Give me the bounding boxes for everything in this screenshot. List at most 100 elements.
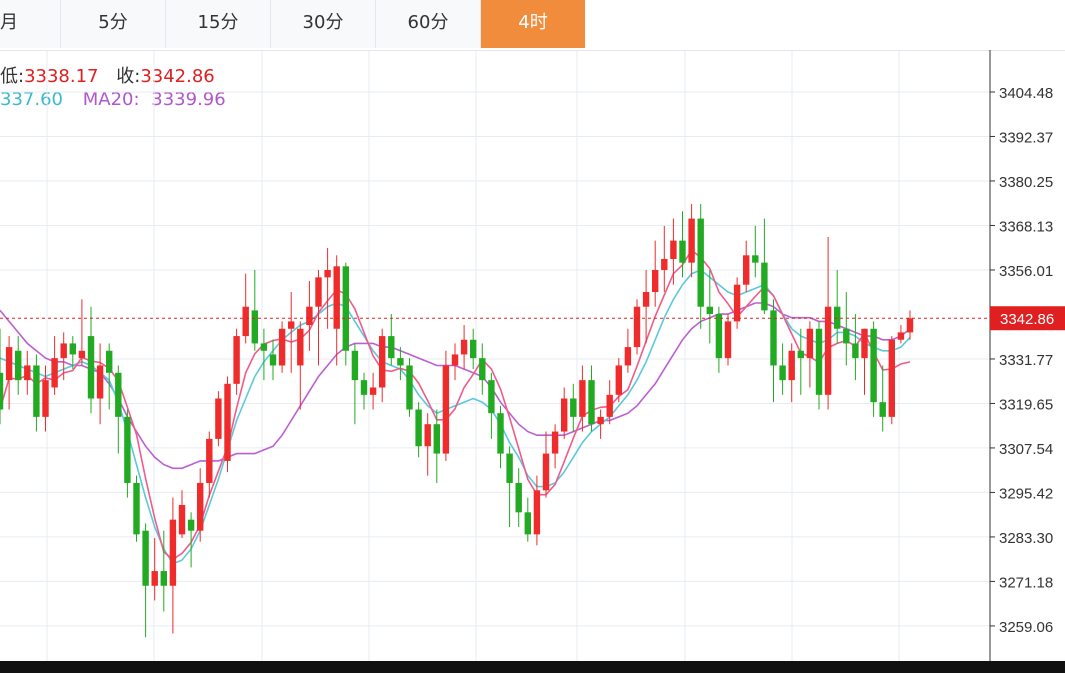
candle [688,203,695,278]
candle-body [524,512,531,535]
candle [597,409,604,439]
candle [315,270,322,366]
y-tick-label: 3404.48 [999,85,1053,102]
candle [78,299,86,366]
candle [260,328,268,381]
candle-body [797,350,804,359]
candle-body [69,343,76,355]
candle-body [570,398,577,417]
candle [624,328,632,373]
last-price-badge [990,306,1065,331]
candle [870,321,877,417]
candle-body [888,339,895,417]
candle [151,538,158,601]
y-tick-label: 3295.42 [999,485,1053,502]
candle [342,262,349,366]
candle-body [224,383,231,461]
candle [642,270,650,344]
candle [761,218,768,315]
candle-body [360,380,368,395]
tab-30min[interactable]: 30分 [271,0,376,48]
candle-body [579,380,586,417]
candle [843,292,850,366]
candle [306,281,313,351]
y-tick-label: 3307.54 [999,441,1053,458]
candle-body [315,277,322,307]
candle [515,468,522,528]
candle-body [78,350,86,359]
candle-body [424,424,431,447]
candle [333,255,340,366]
candle [360,372,368,410]
candle [187,512,195,568]
tab-60min[interactable]: 60分 [376,0,481,48]
candle-body [779,365,786,381]
ma20-label: MA20: [82,89,140,110]
candle-body [333,266,340,329]
tab-15min[interactable]: 15分 [166,0,271,48]
candle-body [533,490,541,535]
tab-monthly[interactable]: 月 [0,0,61,48]
candle [278,321,286,373]
candle-body [515,482,522,513]
candle-body [351,350,359,381]
ma5-path [0,249,911,561]
candle [542,431,550,498]
candle [706,270,713,344]
candle-body [506,453,513,483]
candle [51,336,58,395]
candle-body [297,328,304,366]
candle-body [670,240,677,259]
candle [124,409,131,498]
candle-body [551,431,559,454]
candle-body [752,255,759,263]
candlestick-chart[interactable]: 3404.48 3392.37 3380.25 3368.13 3356.01 3331.… [0,50,1065,661]
y-tick-label: 3319.65 [999,396,1053,413]
candle-body [406,365,413,410]
y-axis-ticks: 3404.48 3392.37 3380.25 3368.13 3356.01 3331.… [990,85,1053,636]
candle-body [588,380,595,425]
grid [46,50,900,661]
candle [87,306,95,414]
candle [724,314,732,366]
candle [397,347,404,381]
candle-body [661,258,668,270]
ohlc-info-line: 低:3338.17 收:3342.86 [0,62,215,88]
candle [606,380,613,425]
tab-4hour[interactable]: 4时 [481,0,585,48]
candle [506,446,513,528]
candle-body [206,438,213,483]
candle [106,343,113,410]
candle-body [342,266,349,351]
candle [797,328,804,395]
candle-body [388,336,395,359]
candle [652,240,659,307]
candle-body [561,398,568,432]
candle-body [852,343,859,359]
candle-body [151,571,158,586]
candle [433,409,440,483]
ma10-path [0,269,911,565]
candle [5,336,13,410]
candle-body [815,328,823,395]
candle-body [460,339,468,355]
y-tick-label: 3259.06 [999,619,1053,636]
candle [42,365,49,432]
tab-5min[interactable]: 5分 [61,0,166,48]
candle-body [15,350,22,381]
candle [615,358,622,403]
candle [288,292,295,373]
candle-body [542,453,550,491]
candle [406,358,413,417]
candle-body [115,372,122,417]
candle [561,387,568,439]
candle-body [788,350,795,381]
candle [570,383,577,432]
candle [879,365,886,432]
candle [551,424,559,469]
candle [115,365,122,454]
candle [15,336,22,395]
y-tick-label: 3331.77 [999,352,1053,369]
candle [96,343,104,425]
candle [588,365,595,432]
